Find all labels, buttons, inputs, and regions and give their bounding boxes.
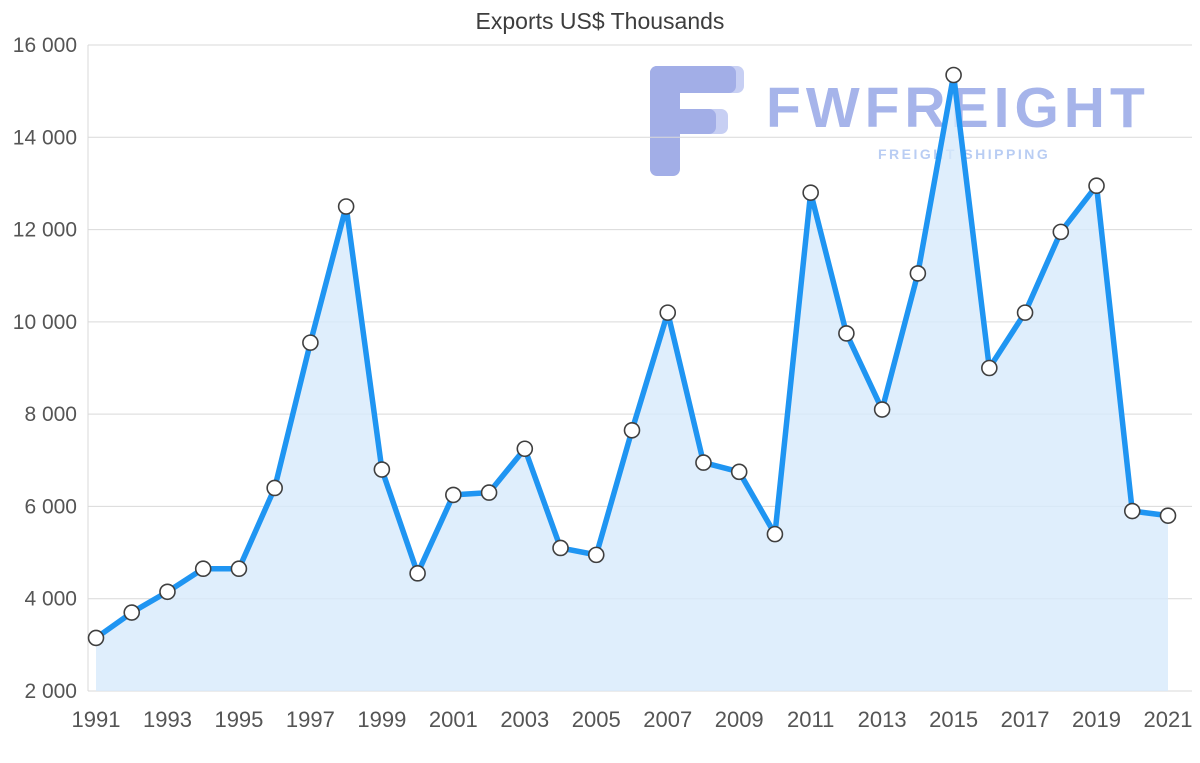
y-tick-label: 8 000 (24, 403, 77, 426)
data-point-2016[interactable] (981, 359, 998, 377)
data-point-2013[interactable] (873, 401, 891, 418)
data-point-2015[interactable] (945, 66, 962, 84)
y-tick-label: 10 000 (13, 311, 77, 334)
y-tick-label: 16 000 (13, 34, 77, 57)
data-point-2004[interactable] (552, 539, 569, 557)
x-tick-label: 1997 (286, 707, 335, 732)
x-tick-label: 1993 (143, 707, 192, 732)
x-tick-label: 2015 (929, 707, 978, 732)
x-tick-label: 2007 (643, 707, 692, 732)
x-tick-label: 2017 (1001, 707, 1050, 732)
fwfreight-logo-icon (650, 66, 744, 176)
x-tick-label: 2019 (1072, 707, 1121, 732)
x-tick-label: 1999 (357, 707, 406, 732)
data-point-1995[interactable] (230, 560, 248, 578)
y-tick-label: 6 000 (24, 495, 77, 518)
data-point-2012[interactable] (838, 325, 855, 342)
x-tick-label: 2009 (715, 707, 764, 732)
data-point-2014[interactable] (909, 265, 927, 282)
y-tick-label: 14 000 (13, 126, 77, 149)
x-tick-label: 1995 (214, 707, 263, 732)
x-tick-label: 2011 (787, 707, 834, 732)
x-tick-label: 2013 (858, 707, 907, 732)
data-point-1998[interactable] (337, 198, 355, 215)
data-point-1992[interactable] (123, 604, 141, 621)
data-point-1993[interactable] (159, 583, 176, 601)
data-point-1997[interactable] (302, 334, 319, 351)
data-point-2006[interactable] (623, 421, 641, 439)
data-point-2003[interactable] (516, 440, 534, 458)
data-point-1994[interactable] (194, 560, 212, 578)
x-tick-label: 2005 (572, 707, 621, 732)
data-point-2002[interactable] (480, 484, 498, 501)
data-point-2020[interactable] (1123, 502, 1141, 520)
x-tick-label: 2003 (500, 707, 549, 732)
data-point-2007[interactable] (659, 304, 677, 321)
x-tick-label: 1991 (72, 707, 121, 732)
data-point-1991[interactable] (87, 629, 105, 647)
data-point-2021[interactable] (1159, 507, 1177, 524)
y-tick-label: 12 000 (13, 219, 77, 242)
x-tick-label: 2021 (1144, 707, 1193, 732)
y-tick-label: 4 000 (24, 588, 77, 611)
data-point-2019[interactable] (1088, 177, 1105, 195)
x-tick-label: 2001 (429, 707, 478, 732)
area-fill (96, 74, 1168, 691)
data-point-2005[interactable] (587, 546, 605, 564)
data-point-2011[interactable] (802, 184, 819, 201)
data-point-2001[interactable] (445, 486, 462, 504)
data-point-2008[interactable] (695, 454, 712, 471)
data-point-2018[interactable] (1052, 223, 1070, 241)
data-point-2000[interactable] (409, 565, 426, 582)
data-point-2017[interactable] (1016, 304, 1034, 321)
data-point-2010[interactable] (766, 525, 784, 543)
chart-title: Exports US$ Thousands (475, 8, 725, 34)
y-tick-label: 2 000 (24, 680, 77, 703)
data-point-1996[interactable] (266, 479, 283, 497)
data-point-2009[interactable] (730, 463, 748, 481)
data-point-1999[interactable] (373, 461, 391, 478)
